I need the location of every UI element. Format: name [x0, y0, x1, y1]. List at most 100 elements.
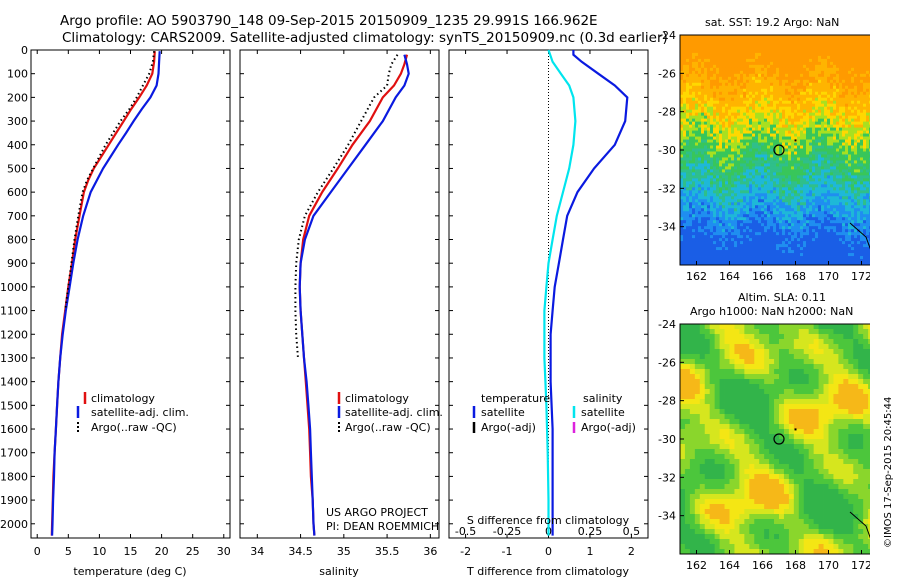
map-cell: [863, 35, 866, 38]
map-cell: [833, 211, 836, 214]
map-cell: [695, 98, 698, 101]
map-cell: [866, 163, 869, 166]
map-cell: [683, 232, 686, 235]
map-cell: [791, 83, 794, 86]
map-cell: [779, 92, 782, 95]
map-cell: [854, 247, 857, 250]
map-cell: [851, 166, 854, 169]
map-cell: [725, 190, 728, 193]
map-cell: [785, 53, 788, 56]
map-cell: [833, 146, 836, 149]
map-cell: [749, 175, 752, 178]
map-cell: [704, 80, 707, 83]
map-cell: [815, 62, 818, 65]
map-cell: [794, 172, 797, 175]
map-cell: [761, 178, 764, 181]
map-cell: [857, 181, 860, 184]
map-cell: [827, 122, 830, 125]
map-cell: [749, 149, 752, 152]
map-cell: [734, 86, 737, 89]
map-cell: [812, 184, 815, 187]
map-cell: [728, 122, 731, 125]
map-cell: [779, 166, 782, 169]
map-cell: [722, 169, 725, 172]
map-cell: [728, 128, 731, 131]
map-cell: [692, 68, 695, 71]
difference-xlabel-top: S difference from climatology: [467, 514, 630, 527]
x-tick-label: 34: [250, 545, 264, 558]
map-cell: [686, 166, 689, 169]
map-cell: [713, 83, 716, 86]
map-cell: [704, 77, 707, 80]
map-cell: [782, 220, 785, 223]
map-cell: [743, 166, 746, 169]
map-cell: [818, 146, 821, 149]
map-cell: [722, 154, 725, 157]
map-cell: [725, 166, 728, 169]
map-cell: [722, 89, 725, 92]
map-cell: [737, 65, 740, 68]
map-cell: [713, 137, 716, 140]
map-cell: [773, 235, 776, 238]
map-cell: [740, 238, 743, 241]
map-cell: [716, 89, 719, 92]
map-cell: [695, 119, 698, 122]
map-cell: [806, 107, 809, 110]
map-cell: [818, 163, 821, 166]
map-cell: [860, 166, 863, 169]
map-cell: [704, 238, 707, 241]
map-cell: [695, 104, 698, 107]
map-cell: [803, 160, 806, 163]
map-cell: [767, 244, 770, 247]
map-cell: [863, 172, 866, 175]
map-cell: [788, 38, 791, 41]
map-cell: [833, 92, 836, 95]
map-cell: [788, 80, 791, 83]
map-cell: [869, 166, 870, 169]
map-cell: [767, 80, 770, 83]
map-cell: [728, 166, 731, 169]
map-cell: [839, 244, 842, 247]
map-cell: [782, 98, 785, 101]
map-cell: [761, 149, 764, 152]
map-cell: [791, 101, 794, 104]
map-cell: [785, 128, 788, 131]
map-cell: [827, 169, 830, 172]
map-cell: [785, 169, 788, 172]
map-cell: [689, 241, 692, 244]
map-cell: [764, 101, 767, 104]
map-cell: [722, 232, 725, 235]
map-cell: [710, 101, 713, 104]
map-cell: [689, 149, 692, 152]
map-cell: [752, 101, 755, 104]
map-cell: [698, 149, 701, 152]
map-cell: [692, 241, 695, 244]
map-cell: [794, 56, 797, 59]
map-cell: [830, 77, 833, 80]
map-cell: [800, 232, 803, 235]
map-cell: [851, 229, 854, 232]
map-cell: [833, 143, 836, 146]
map-cell: [773, 187, 776, 190]
map-cell: [806, 77, 809, 80]
map-cell: [725, 149, 728, 152]
map-cell: [830, 71, 833, 74]
map-cell: [821, 128, 824, 131]
map-cell: [794, 178, 797, 181]
map-cell: [695, 172, 698, 175]
map-cell: [827, 229, 830, 232]
map-cell: [827, 83, 830, 86]
map-cell: [860, 80, 863, 83]
map-cell: [683, 151, 686, 154]
map-cell: [851, 77, 854, 80]
map-cell: [725, 193, 728, 196]
map-cell: [680, 101, 683, 104]
map-cell: [728, 217, 731, 220]
map-cell: [683, 95, 686, 98]
map-cell: [845, 137, 848, 140]
map-cell: [827, 62, 830, 65]
map-cell: [812, 229, 815, 232]
map-cell: [716, 101, 719, 104]
map-cell: [701, 151, 704, 154]
map-cell: [860, 101, 863, 104]
